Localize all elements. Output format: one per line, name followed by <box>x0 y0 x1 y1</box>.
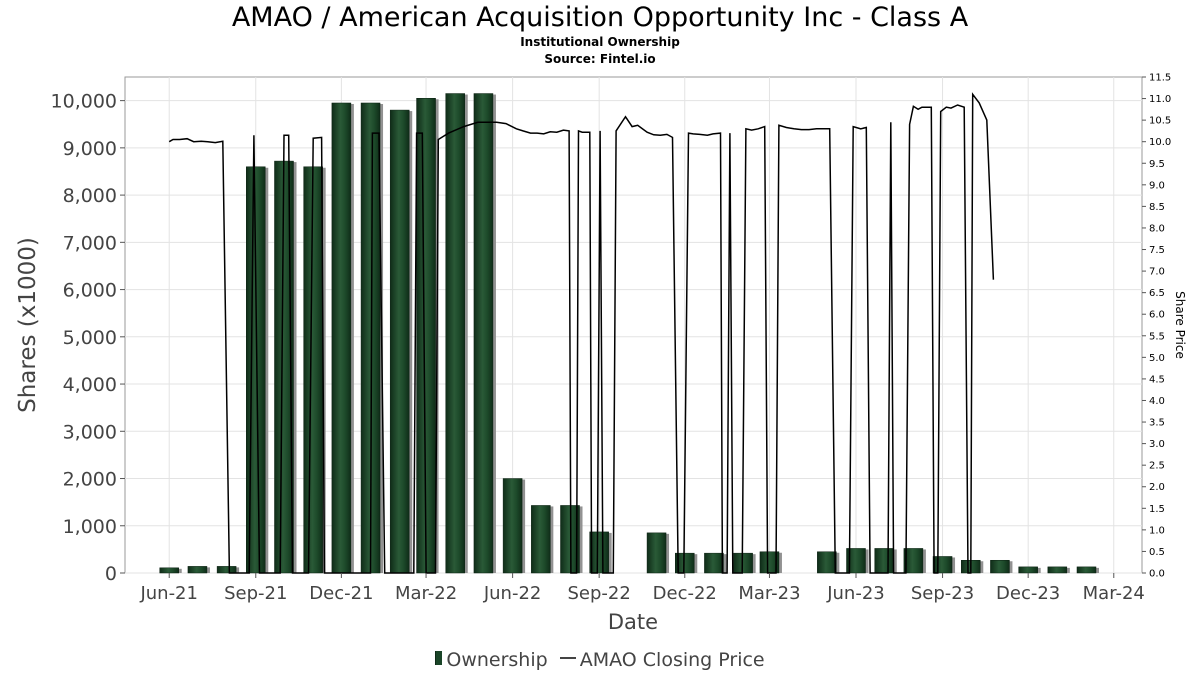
y-right-tick-label: 9.0 <box>1149 180 1165 191</box>
ownership-bar <box>331 102 352 574</box>
y-right-tick-label: 7.0 <box>1149 267 1165 278</box>
ownership-bar <box>704 552 724 574</box>
y-left-tick-label: 0 <box>105 563 117 585</box>
y-right-tick-label: 8.5 <box>1149 202 1165 213</box>
ownership-bar <box>502 478 523 574</box>
ownership-bar <box>159 567 179 574</box>
ownership-bar <box>1047 566 1068 574</box>
y-right-tick-label: 3.0 <box>1149 439 1165 450</box>
y-right-tick-label: 10.0 <box>1149 137 1171 148</box>
y-left-tick-label: 3,000 <box>63 421 117 443</box>
y-axis-right-label: Share Price <box>1173 291 1187 359</box>
y-left-tick-label: 5,000 <box>63 327 117 349</box>
y-right-tick-label: 11.0 <box>1149 94 1171 105</box>
ownership-bar <box>531 505 551 574</box>
y-right-tick-label: 1.0 <box>1149 525 1165 536</box>
ownership-bar <box>733 552 753 574</box>
x-tick-label: Mar-23 <box>738 583 800 604</box>
y-left-tick-label: 10,000 <box>51 91 117 113</box>
ownership-bar <box>389 109 410 574</box>
x-axis-label: Date <box>608 610 658 634</box>
x-tick-label: Jun-22 <box>483 583 542 604</box>
y-right-tick-label: 10.5 <box>1149 116 1171 127</box>
ownership-bar <box>646 532 667 574</box>
y-right-tick-label: 5.5 <box>1149 331 1165 342</box>
legend-price: AMAO Closing Price <box>579 648 765 671</box>
y-right-tick-label: 8.0 <box>1149 223 1165 234</box>
y-right-tick-label: 6.5 <box>1149 288 1165 299</box>
y-right-tick-label: 3.5 <box>1149 418 1165 429</box>
ownership-bar <box>303 166 323 574</box>
y-right-tick-label: 4.0 <box>1149 396 1165 407</box>
price-line <box>168 92 995 574</box>
x-tick-label: Jun-21 <box>139 583 198 604</box>
chart-title: AMAO / American Acquisition Opportunity … <box>231 2 969 33</box>
y-left-tick-label: 6,000 <box>63 280 117 302</box>
y-left-tick-label: 8,000 <box>63 185 117 207</box>
y-right-tick-label: 7.5 <box>1149 245 1165 256</box>
legend-ownership: Ownership <box>446 648 548 671</box>
ownership-bar <box>473 93 494 574</box>
y-right-tick-label: 9.5 <box>1149 159 1165 170</box>
ownership-bar <box>903 548 924 574</box>
y-right-tick-label: 5.0 <box>1149 353 1165 364</box>
y-right-tick-label: 4.5 <box>1149 374 1165 385</box>
chart-source: Source: Fintel.io <box>544 52 656 66</box>
chart-subtitle: Institutional Ownership <box>520 35 680 49</box>
ownership-bar <box>589 531 609 574</box>
y-right-tick-label: 1.5 <box>1149 504 1165 515</box>
x-tick-label: Dec-22 <box>653 583 717 604</box>
y-right-tick-label: 2.0 <box>1149 482 1165 493</box>
x-tick-label: Mar-24 <box>1083 583 1145 604</box>
y-left-tick-label: 9,000 <box>63 138 117 160</box>
y-left-tick-label: 4,000 <box>63 374 117 396</box>
x-tick-label: Dec-23 <box>996 583 1060 604</box>
x-tick-label: Jun-23 <box>826 583 885 604</box>
y-axis-left-label: Shares (x1000) <box>15 237 41 413</box>
y-right-tick-label: 2.5 <box>1149 461 1165 472</box>
y-right-tick-label: 11.5 <box>1149 73 1171 84</box>
price-legend-swatch <box>559 657 576 659</box>
y-right-tick-label: 0.0 <box>1149 569 1165 580</box>
ownership-bar <box>1018 566 1038 574</box>
y-left-tick-label: 7,000 <box>63 232 117 254</box>
ownership-bar <box>187 566 208 574</box>
x-tick-label: Sep-23 <box>911 583 974 604</box>
x-tick-label: Sep-21 <box>224 583 287 604</box>
ownership-bar <box>874 548 894 574</box>
ownership-bar <box>990 559 1010 574</box>
y-right-tick-label: 0.5 <box>1149 547 1165 558</box>
y-left-tick-label: 1,000 <box>63 516 117 538</box>
ownership-bar <box>817 551 837 574</box>
y-left-tick-label: 2,000 <box>63 469 117 491</box>
ownership-bar <box>1076 566 1097 574</box>
x-tick-label: Dec-21 <box>309 583 373 604</box>
x-tick-label: Sep-22 <box>567 583 630 604</box>
x-tick-label: Mar-22 <box>395 583 457 604</box>
y-right-tick-label: 6.0 <box>1149 310 1165 321</box>
ownership-bar <box>216 566 237 574</box>
ownership-bar <box>445 93 465 574</box>
ownership-bar <box>932 556 953 574</box>
ownership-legend-swatch <box>435 651 443 665</box>
chart-legend: Ownership AMAO Closing Price <box>0 648 1200 671</box>
